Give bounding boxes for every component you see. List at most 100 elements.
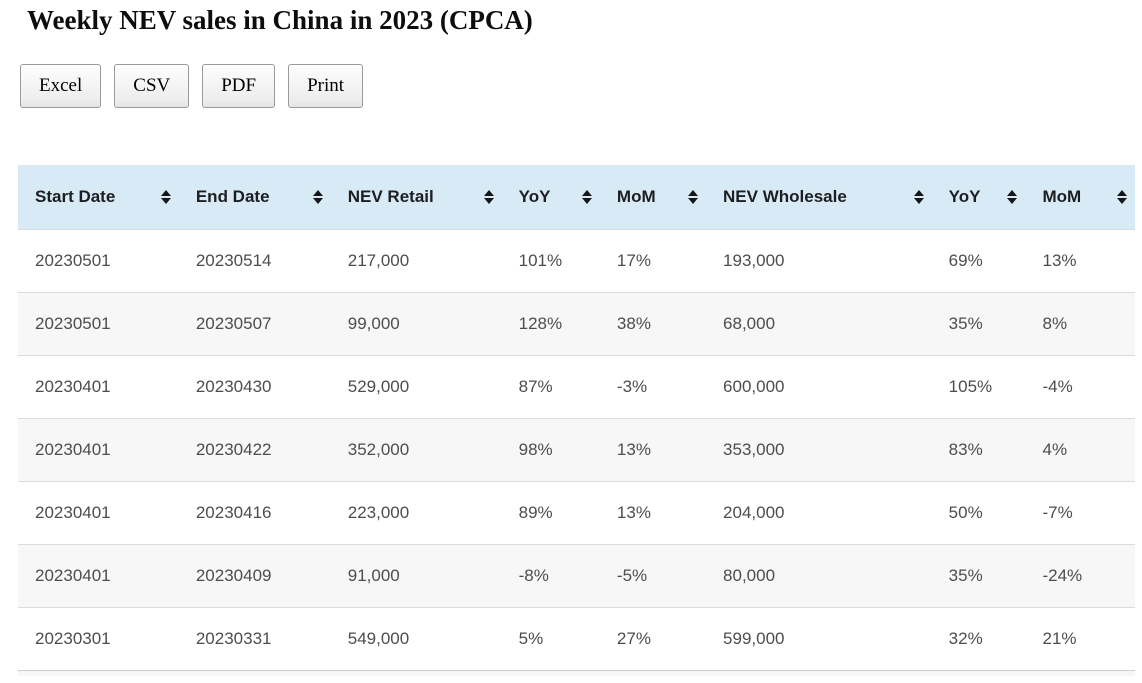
column-label: Start Date xyxy=(35,187,116,207)
column-header-end-date[interactable]: End Date xyxy=(178,165,331,230)
table-cell: 69% xyxy=(931,228,1026,293)
column-label: End Date xyxy=(195,187,270,207)
table-cell: -7% xyxy=(1025,480,1135,545)
column-header-nev-wholesale[interactable]: NEV Wholesale xyxy=(706,165,932,230)
table-cell: 20230422 xyxy=(178,417,331,482)
table-row: 20230501 20230514 217,000 101% 17% 193,000 69%… xyxy=(18,228,1135,293)
table-head: Start Date End Date NEV Retail YoY MoM NEV Wh… xyxy=(18,165,1135,230)
table-cell: 128% xyxy=(501,291,600,356)
table-row: 20230401 20230430 529,000 87% -3% 600,000 105%… xyxy=(18,354,1135,419)
column-label: YoY xyxy=(518,187,551,207)
table-cell: 223,000 xyxy=(330,480,502,545)
table-cell: 87% xyxy=(501,354,600,419)
sort-icon xyxy=(160,190,171,205)
sort-icon xyxy=(581,190,592,205)
table-cell: 20230501 xyxy=(18,228,179,293)
table-cell: 353,000 xyxy=(706,417,932,482)
table-cell: 17% xyxy=(599,228,707,293)
partial-next-row xyxy=(18,670,1135,677)
table-cell: 38% xyxy=(599,291,707,356)
table-cell: 20230507 xyxy=(178,291,331,356)
nev-sales-table-wrap: Start Date End Date NEV Retail YoY MoM NEV Wh… xyxy=(18,165,1135,677)
table-cell: -3% xyxy=(599,354,707,419)
table-cell: 91,000 xyxy=(330,543,502,608)
table-cell: 32% xyxy=(931,606,1026,671)
table-cell: 105% xyxy=(931,354,1026,419)
table-cell: 352,000 xyxy=(330,417,502,482)
column-header-nev-retail[interactable]: NEV Retail xyxy=(330,165,502,230)
table-cell: 20230501 xyxy=(18,291,179,356)
table-cell: 20230416 xyxy=(178,480,331,545)
sort-icon xyxy=(312,190,323,205)
column-header-start-date[interactable]: Start Date xyxy=(18,165,179,230)
pdf-button[interactable]: PDF xyxy=(202,64,276,109)
table-cell: 27% xyxy=(599,606,707,671)
csv-button[interactable]: CSV xyxy=(114,64,190,109)
column-header-retail-yoy[interactable]: YoY xyxy=(501,165,600,230)
column-header-wholesale-mom[interactable]: MoM xyxy=(1025,165,1135,230)
column-label: YoY xyxy=(948,187,981,207)
print-button[interactable]: Print xyxy=(288,64,364,109)
table-cell: 89% xyxy=(501,480,600,545)
column-label: NEV Wholesale xyxy=(723,187,847,207)
sort-icon xyxy=(1007,190,1018,205)
nev-sales-table: Start Date End Date NEV Retail YoY MoM NEV Wh… xyxy=(18,165,1135,671)
table-cell: 20230401 xyxy=(18,543,179,608)
page: Weekly NEV sales in China in 2023 (CPCA)… xyxy=(0,4,1142,683)
table-cell: 35% xyxy=(931,291,1026,356)
table-cell: 193,000 xyxy=(706,228,932,293)
table-cell: 20230401 xyxy=(18,480,179,545)
table-cell: 13% xyxy=(599,480,707,545)
table-header-row: Start Date End Date NEV Retail YoY MoM NEV Wh… xyxy=(18,165,1135,230)
page-title: Weekly NEV sales in China in 2023 (CPCA) xyxy=(27,5,533,35)
table-cell: 13% xyxy=(599,417,707,482)
table-cell: 204,000 xyxy=(706,480,932,545)
sort-icon xyxy=(483,190,494,205)
sort-icon xyxy=(913,190,924,205)
table-cell: 20230409 xyxy=(178,543,331,608)
column-header-retail-mom[interactable]: MoM xyxy=(599,165,707,230)
table-cell: 83% xyxy=(931,417,1026,482)
table-cell: 50% xyxy=(931,480,1026,545)
table-cell: -24% xyxy=(1025,543,1135,608)
table-row: 20230301 20230331 549,000 5% 27% 599,000 32% 21… xyxy=(18,606,1135,671)
table-cell: 13% xyxy=(1025,228,1135,293)
table-cell: 4% xyxy=(1025,417,1135,482)
table-cell: 21% xyxy=(1025,606,1135,671)
table-cell: 20230301 xyxy=(18,606,179,671)
column-label: NEV Retail xyxy=(347,187,434,207)
table-cell: -4% xyxy=(1025,354,1135,419)
table-row: 20230501 20230507 99,000 128% 38% 68,000 35% 8% xyxy=(18,291,1135,356)
table-cell: 529,000 xyxy=(330,354,502,419)
table-body: 20230501 20230514 217,000 101% 17% 193,000 69%… xyxy=(18,228,1135,671)
sort-icon xyxy=(1117,190,1127,205)
table-cell: 217,000 xyxy=(330,228,502,293)
column-label: MoM xyxy=(1042,187,1082,207)
table-cell: 98% xyxy=(501,417,600,482)
sort-icon xyxy=(688,190,699,205)
column-label: MoM xyxy=(616,187,656,207)
table-row: 20230401 20230409 91,000 -8% -5% 80,000 35% -24… xyxy=(18,543,1135,608)
table-cell: -5% xyxy=(599,543,707,608)
table-cell: 20230430 xyxy=(178,354,331,419)
column-header-wholesale-yoy[interactable]: YoY xyxy=(931,165,1026,230)
table-cell: 8% xyxy=(1025,291,1135,356)
table-cell: 599,000 xyxy=(706,606,932,671)
table-cell: 20230514 xyxy=(178,228,331,293)
table-cell: 20230331 xyxy=(178,606,331,671)
export-buttons: Excel CSV PDF Print xyxy=(20,64,1142,109)
table-cell: 5% xyxy=(501,606,600,671)
table-cell: 600,000 xyxy=(706,354,932,419)
table-cell: 68,000 xyxy=(706,291,932,356)
table-row: 20230401 20230416 223,000 89% 13% 204,000 50% -… xyxy=(18,480,1135,545)
table-cell: 80,000 xyxy=(706,543,932,608)
table-cell: 20230401 xyxy=(18,354,179,419)
table-cell: 101% xyxy=(501,228,600,293)
table-cell: 99,000 xyxy=(330,291,502,356)
table-cell: 20230401 xyxy=(18,417,179,482)
table-cell: 549,000 xyxy=(330,606,502,671)
table-row: 20230401 20230422 352,000 98% 13% 353,000 83% 4… xyxy=(18,417,1135,482)
table-cell: -8% xyxy=(501,543,600,608)
table-cell: 35% xyxy=(931,543,1026,608)
excel-button[interactable]: Excel xyxy=(20,64,102,109)
